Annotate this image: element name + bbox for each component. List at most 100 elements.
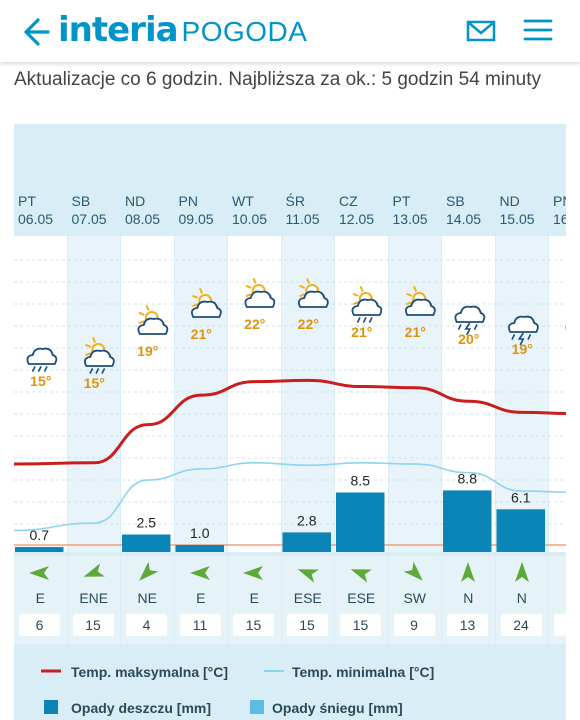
legend-rain-label: Opady deszczu [mm] — [71, 700, 212, 716]
wind-arrow-icon — [139, 561, 159, 581]
rain-bar — [122, 534, 171, 552]
day-name: WT — [232, 193, 254, 209]
rain-bar — [282, 532, 331, 552]
wind-direction: E — [249, 590, 259, 606]
sun-cloud-rain-icon — [84, 336, 115, 374]
wind-cell: SW 9 — [388, 556, 441, 644]
wind-direction: N — [516, 590, 527, 606]
day-column[interactable]: PT 06.05 — [14, 124, 68, 720]
day-header: ND 08.05 — [125, 192, 160, 228]
day-name: PN — [178, 193, 198, 209]
logo-main-text: interia — [58, 10, 179, 50]
wind-speed: 4 — [126, 614, 167, 636]
day-column-bg — [67, 236, 120, 552]
max-temp-label: 22° — [298, 316, 319, 332]
update-info: Aktualizacje co 6 godzin. Najbliższa za … — [14, 69, 541, 90]
arrow-left-icon[interactable] — [16, 14, 52, 50]
cloud-storm-icon — [508, 315, 539, 346]
wind-arrow-icon — [514, 562, 529, 582]
wind-direction: SW — [403, 590, 427, 606]
day-column[interactable]: WT 10.05 — [228, 124, 282, 720]
max-temp-label: 19° — [512, 341, 533, 357]
max-temp-label: 21° — [191, 326, 212, 342]
day-name: SB — [71, 193, 91, 209]
wind-cell: ESE 15 — [335, 556, 388, 644]
rain-value-label: 8.5 — [351, 473, 371, 489]
wind-arrow-icon — [403, 561, 423, 581]
max-temp-label: 21° — [405, 324, 426, 340]
hamburger-menu-icon[interactable] — [522, 14, 554, 46]
day-header: PT 13.05 — [393, 192, 428, 228]
sun-cloud-icon — [191, 287, 222, 318]
day-date: 08.05 — [125, 211, 161, 227]
rain-value-label: 2.8 — [297, 512, 317, 528]
day-header: WT 10.05 — [232, 192, 267, 228]
day-header: ŚR 11.05 — [286, 192, 320, 228]
day-date: 12.05 — [339, 211, 375, 227]
wind-cell: 1 — [549, 556, 566, 644]
wind-direction: E — [196, 590, 206, 606]
legend-rain-swatch — [44, 700, 58, 714]
day-date: 16.05 — [553, 211, 566, 227]
day-column-bg — [495, 236, 548, 552]
wind-speed: 15 — [72, 614, 114, 636]
sun-cloud-icon — [298, 277, 329, 308]
day-header: PT 06.05 — [18, 192, 53, 228]
day-date: 10.05 — [232, 211, 268, 227]
legend-snow-label: Opady śniegu [mm] — [272, 700, 403, 716]
wind-arrow-icon — [189, 566, 210, 580]
wind-cell: E 15 — [228, 556, 281, 644]
wind-direction: N — [463, 590, 474, 606]
rain-bar — [336, 492, 385, 552]
day-column[interactable]: ŚR 11.05 — [281, 124, 336, 720]
chart-legend: Temp. maksymalna [°C] Temp. minimalna [°… — [14, 652, 566, 720]
min-temp-line — [14, 462, 566, 532]
day-header: ND 15.05 — [500, 192, 535, 228]
day-date: 15.05 — [499, 211, 535, 227]
wind-speed: 15 — [233, 614, 274, 636]
grid-lines — [14, 259, 566, 525]
wind-speed: 9 — [393, 614, 435, 636]
wind-arrow-icon — [461, 562, 475, 582]
sun-cloud-rain-icon — [351, 285, 383, 323]
day-date: 11.05 — [285, 211, 320, 227]
day-column-bg — [549, 236, 566, 552]
forecast-chart: 0.7 2.5 1.0 2.8 8.5 8.8 6.1 15° 15° 19° 21° 22° 22° 2… — [14, 259, 566, 552]
day-header: SB 14.05 — [446, 192, 481, 228]
rain-value-label: 1.0 — [190, 525, 210, 541]
day-column[interactable]: SB 07.05 — [67, 124, 122, 720]
day-column-bg — [14, 236, 67, 552]
wind-cell: NE 4 — [121, 556, 174, 644]
day-name: CZ — [339, 193, 358, 209]
wind-cell: E 11 — [174, 556, 227, 644]
interia-pogoda-logo[interactable]: interia POGODA — [58, 8, 307, 52]
wind-cell: N 13 — [442, 556, 495, 644]
wind-speed: 11 — [179, 614, 221, 636]
max-temp-label: 19° — [137, 343, 158, 359]
day-column[interactable]: ND 15.05 — [495, 124, 550, 720]
cloud-storm-icon — [454, 305, 486, 336]
day-name: ND — [125, 193, 146, 209]
mail-icon[interactable] — [466, 16, 496, 46]
logo-sub-text: POGODA — [181, 16, 308, 47]
rain-value-label: 2.5 — [137, 515, 157, 531]
sun-cloud-icon — [244, 277, 276, 308]
wind-speed: 15 — [340, 614, 381, 636]
day-column[interactable]: ND 08.05 — [121, 124, 175, 720]
app-header: interia POGODA — [0, 0, 580, 62]
day-date: 09.05 — [178, 211, 214, 227]
wind-cell: ESE 15 — [281, 556, 334, 644]
day-column[interactable]: PN 16.05 — [549, 124, 566, 720]
max-temp-line — [14, 378, 566, 466]
forecast-panel[interactable]: PT 06.05 SB 07.05 ND 08.05 PN 09.05 WT 10.05 ŚR 11.… — [14, 124, 566, 720]
day-name: ND — [499, 193, 520, 209]
rain-bar — [443, 490, 492, 552]
day-name: PT — [392, 193, 411, 209]
legend-min-swatch — [264, 670, 284, 672]
day-header: PN 16.05 — [553, 192, 566, 228]
wind-speed: 13 — [447, 614, 488, 636]
legend-min-label: Temp. minimalna [°C] — [292, 664, 435, 680]
sun-cloud-icon — [137, 304, 169, 335]
wind-cell: N 24 — [495, 556, 548, 644]
